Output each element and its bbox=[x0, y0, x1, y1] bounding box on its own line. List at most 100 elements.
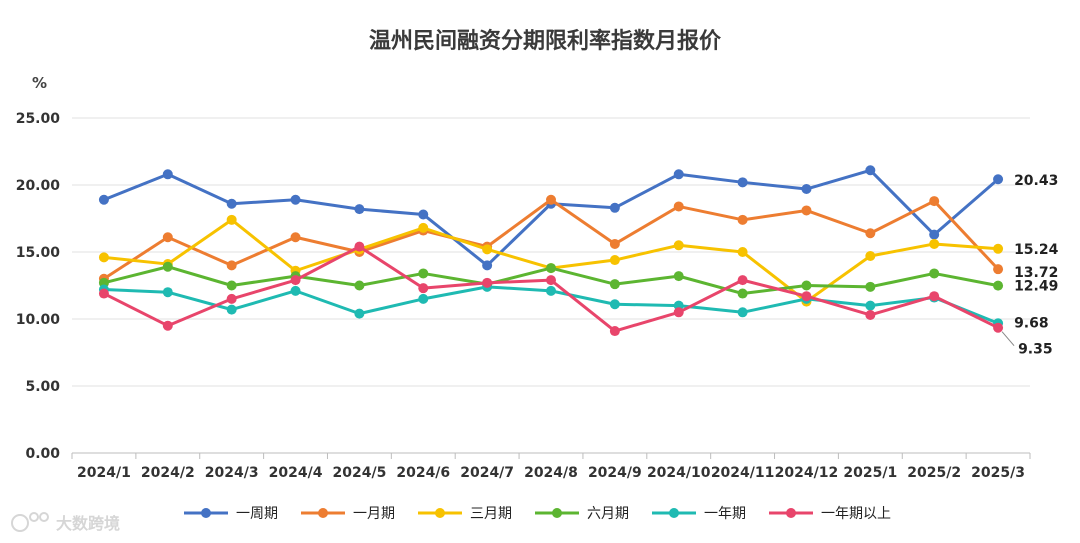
data-point bbox=[609, 326, 620, 337]
data-point bbox=[290, 285, 301, 296]
data-point bbox=[162, 261, 173, 272]
data-point bbox=[929, 229, 940, 240]
data-point bbox=[418, 268, 429, 279]
watermark: 大数跨境 bbox=[11, 512, 120, 533]
legend-item-一月期: 一月期 bbox=[301, 506, 395, 522]
data-point bbox=[226, 260, 237, 271]
end-label: 13.72 bbox=[1014, 265, 1058, 281]
legend-marker bbox=[669, 508, 679, 518]
data-point bbox=[737, 177, 748, 188]
series-六月期 bbox=[98, 261, 1004, 299]
data-point bbox=[418, 209, 429, 220]
data-point bbox=[226, 293, 237, 304]
data-point bbox=[865, 251, 876, 262]
legend-item-六月期: 六月期 bbox=[535, 506, 629, 522]
x-tick-label: 2025/2 bbox=[907, 465, 961, 481]
series-一周期 bbox=[98, 165, 1004, 271]
legend-marker bbox=[435, 508, 445, 518]
legend-marker bbox=[786, 508, 796, 518]
legend-item-三月期: 三月期 bbox=[418, 506, 512, 522]
data-point bbox=[673, 169, 684, 180]
x-tick-label: 2024/8 bbox=[524, 465, 578, 481]
data-point bbox=[929, 268, 940, 279]
data-point bbox=[801, 291, 812, 302]
legend-label: 一年期以上 bbox=[821, 506, 891, 522]
x-tick-label: 2024/6 bbox=[396, 465, 450, 481]
data-point bbox=[801, 280, 812, 291]
x-axis-ticks: 2024/1 2024/2 2024/3 2024/4 2024/5 2024/6 2024… bbox=[71, 453, 1031, 481]
data-point bbox=[801, 205, 812, 216]
x-tick-label: 2024/10 bbox=[647, 465, 711, 481]
legend-label: 六月期 bbox=[587, 506, 629, 522]
y-tick-label: 5.00 bbox=[25, 379, 60, 395]
data-point bbox=[801, 184, 812, 195]
series-一年期以上 bbox=[98, 241, 1004, 337]
y-axis-unit: % bbox=[32, 74, 47, 92]
data-point bbox=[673, 240, 684, 251]
data-point bbox=[98, 194, 109, 205]
data-point bbox=[737, 288, 748, 299]
end-label: 9.35 bbox=[1018, 342, 1053, 358]
data-point bbox=[162, 287, 173, 298]
data-point bbox=[993, 264, 1004, 275]
data-point bbox=[418, 283, 429, 294]
data-point bbox=[226, 214, 237, 225]
data-point bbox=[290, 275, 301, 286]
data-point bbox=[162, 320, 173, 331]
y-tick-label: 20.00 bbox=[16, 178, 61, 194]
legend-item-一年期: 一年期 bbox=[652, 506, 746, 522]
grid-lines bbox=[72, 117, 1030, 454]
end-label: 12.49 bbox=[1014, 279, 1058, 295]
end-label: 9.68 bbox=[1014, 315, 1049, 331]
data-point bbox=[162, 232, 173, 243]
legend: 一周期 一月期 三月期 六月期 一年期 一年期以上 bbox=[184, 506, 891, 522]
end-labels: 20.43 13.72 15.24 12.49 9.68 9.35 bbox=[1001, 173, 1059, 358]
data-point bbox=[98, 252, 109, 263]
watermark-text: 大数跨境 bbox=[56, 514, 120, 533]
legend-label: 一年期 bbox=[704, 506, 746, 522]
end-label-leader bbox=[1001, 331, 1015, 347]
legend-marker bbox=[318, 508, 328, 518]
data-point bbox=[737, 275, 748, 286]
x-tick-label: 2024/12 bbox=[775, 465, 839, 481]
data-point bbox=[162, 169, 173, 180]
data-point bbox=[865, 309, 876, 320]
data-point bbox=[354, 308, 365, 319]
legend-label: 一月期 bbox=[353, 506, 395, 522]
data-point bbox=[226, 280, 237, 291]
y-tick-label: 0.00 bbox=[25, 446, 60, 462]
data-point bbox=[546, 285, 556, 296]
data-point bbox=[354, 204, 365, 215]
data-point bbox=[354, 280, 365, 291]
series-group bbox=[98, 165, 1004, 337]
x-tick-label: 2025/1 bbox=[843, 465, 897, 481]
y-tick-label: 25.00 bbox=[16, 111, 61, 127]
data-point bbox=[226, 304, 237, 315]
data-point bbox=[609, 299, 620, 310]
data-point bbox=[609, 279, 620, 290]
data-point bbox=[482, 260, 493, 271]
x-tick-label: 2024/11 bbox=[711, 465, 775, 481]
data-point bbox=[98, 288, 109, 299]
data-point bbox=[609, 255, 620, 266]
data-point bbox=[418, 222, 429, 233]
x-tick-label: 2024/2 bbox=[141, 465, 195, 481]
data-point bbox=[993, 322, 1004, 333]
data-point bbox=[482, 244, 493, 255]
data-point bbox=[354, 241, 365, 252]
data-point bbox=[609, 202, 620, 213]
x-tick-label: 2024/7 bbox=[460, 465, 514, 481]
data-point bbox=[737, 247, 748, 257]
data-point bbox=[482, 277, 493, 288]
data-point bbox=[673, 271, 684, 282]
end-label: 20.43 bbox=[1014, 173, 1058, 189]
data-point bbox=[993, 280, 1004, 291]
data-point bbox=[546, 194, 556, 205]
y-axis-ticks: 0.00 5.00 10.00 15.00 20.00 25.00 bbox=[16, 111, 61, 462]
x-tick-label: 2025/3 bbox=[971, 465, 1025, 481]
legend-marker bbox=[552, 508, 562, 518]
data-point bbox=[290, 232, 301, 243]
y-tick-label: 15.00 bbox=[16, 245, 61, 261]
data-point bbox=[929, 196, 940, 207]
legend-item-一年期以上: 一年期以上 bbox=[769, 506, 891, 522]
